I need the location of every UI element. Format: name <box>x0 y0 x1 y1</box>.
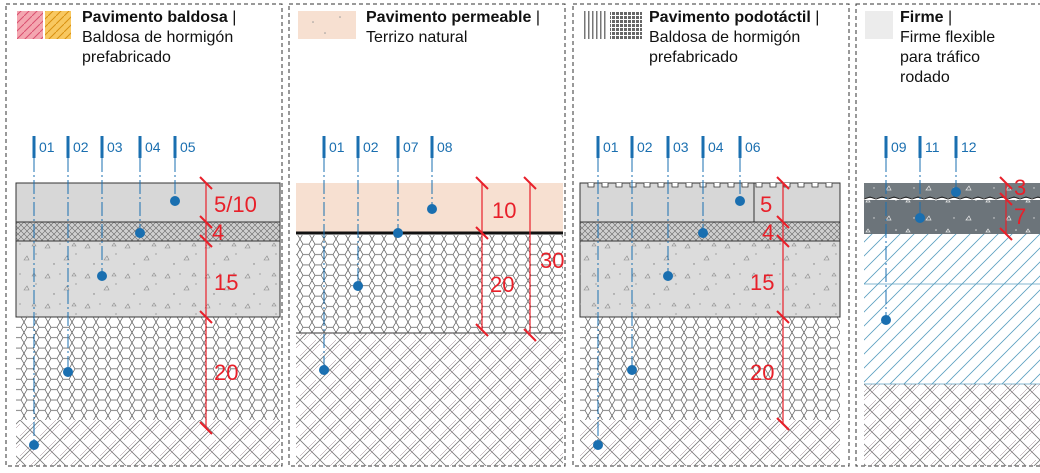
panel-desc-line: prefabricado <box>649 49 738 66</box>
panel-header: Pavimento permeable | Terrizo natural <box>366 8 564 48</box>
panel-pavimento-baldosa: 5/10 4 15 20 01 02 03 04 05 <box>5 3 283 467</box>
dimension-label: 20 <box>490 272 514 297</box>
layer-intermedia-texture <box>864 200 1040 234</box>
panel-desc-line: para tráfico <box>900 49 981 66</box>
layer-tag: 07 <box>403 139 419 155</box>
panel-header: Firme | Firme flexible para tráfico roda… <box>900 8 1035 88</box>
panel-frame <box>855 3 1040 467</box>
dimension-line <box>999 176 1013 241</box>
leader-lines <box>881 136 961 325</box>
layer-zahorra <box>16 317 280 420</box>
panel-desc-line: Terrizo natural <box>366 29 468 46</box>
dimension-label: 4 <box>212 220 224 245</box>
dimension-line <box>199 176 213 435</box>
layer-hormigon-texture <box>580 241 840 317</box>
panel-header: Pavimento podotáctil | Baldosa de hormig… <box>649 8 847 68</box>
layer-tag: 01 <box>39 139 55 155</box>
legend-swatch-grid <box>610 11 642 39</box>
layer-base <box>864 234 1040 384</box>
panel-pavimento-permeable: 10 20 30 01 02 07 08 <box>288 3 566 467</box>
panel-title: Pavimento podotáctil <box>649 9 811 26</box>
tactile-grooves <box>580 182 840 188</box>
dimension-label: 15 <box>214 270 238 295</box>
panel-title: Pavimento permeable <box>366 9 532 26</box>
layer-tag: 08 <box>437 139 453 155</box>
panel-title: Firme <box>900 9 944 26</box>
layer-tag: 06 <box>745 139 761 155</box>
layer-mortero <box>15 221 281 242</box>
layer-tag: 01 <box>603 139 619 155</box>
title-separator: | <box>535 9 541 26</box>
layer-tag: 05 <box>180 139 196 155</box>
dimension-line <box>475 176 537 342</box>
layer-terreno <box>580 420 840 466</box>
legend-swatch-red <box>17 11 43 39</box>
panel-header: Pavimento baldosa | Baldosa de hormigón … <box>82 8 278 68</box>
panel-title: Pavimento baldosa <box>82 9 228 26</box>
title-separator: | <box>815 9 820 26</box>
leader-lines <box>593 136 745 450</box>
dimension-label: 5 <box>760 192 772 217</box>
layer-zahorra <box>296 235 563 333</box>
dimension-label: 10 <box>492 198 516 223</box>
leader-lines <box>319 136 437 375</box>
layer-tag: 09 <box>891 139 907 155</box>
layer-tag: 01 <box>329 139 345 155</box>
layer-zahorra <box>580 317 840 420</box>
dimension-label: 5/10 <box>214 192 257 217</box>
legend-speck <box>324 32 326 34</box>
dimension-label: 30 <box>540 248 564 273</box>
dimension-line <box>776 176 790 431</box>
dimension-label: 4 <box>762 220 774 245</box>
legend-speck <box>312 21 314 23</box>
layer-terreno <box>864 384 1040 466</box>
panel-desc-line: prefabricado <box>82 49 171 66</box>
layer-tag: 02 <box>73 139 89 155</box>
legend-swatch-firme <box>865 11 893 39</box>
legend-swatch-yellow <box>45 11 71 39</box>
dimension-label: 20 <box>750 360 774 385</box>
layer-tag: 03 <box>107 139 123 155</box>
legend-swatch-terrizo <box>298 11 356 39</box>
panel-desc-line: Baldosa de hormigón <box>649 29 801 46</box>
panel-desc-line: Baldosa de hormigón <box>82 29 234 46</box>
panel-desc-line: Firme flexible <box>900 29 996 46</box>
legend-speck <box>339 16 341 18</box>
layer-tag: 11 <box>925 139 940 155</box>
legend-swatch-lines <box>582 11 608 39</box>
layer-hormigon-texture <box>16 241 280 317</box>
layer-joint <box>863 196 1040 200</box>
dimension-label: 15 <box>750 270 774 295</box>
panel-desc-line: rodado <box>900 69 950 86</box>
layer-mortero <box>579 221 841 242</box>
layer-tag: 02 <box>363 139 379 155</box>
panel-pavimento-podotactil: 5 4 15 20 01 02 03 04 06 <box>572 3 850 467</box>
layer-tag: 04 <box>145 139 161 155</box>
layer-tag: 04 <box>708 139 724 155</box>
title-separator: | <box>948 9 953 26</box>
layer-tag: 03 <box>673 139 689 155</box>
layer-baldosa <box>15 182 281 223</box>
dimension-label: 3 <box>1014 175 1026 200</box>
leader-lines <box>29 136 180 450</box>
title-separator: | <box>232 9 237 26</box>
dimension-label: 20 <box>214 360 238 385</box>
dimension-label: 7 <box>1014 204 1026 229</box>
layer-terreno <box>296 333 563 466</box>
layer-tag: 12 <box>961 139 977 155</box>
layer-baldosa-podotactil <box>579 182 841 223</box>
layer-tag: 02 <box>637 139 653 155</box>
layer-terreno <box>16 420 280 466</box>
panel-firme: 3 7 09 11 12 <box>855 3 1040 467</box>
